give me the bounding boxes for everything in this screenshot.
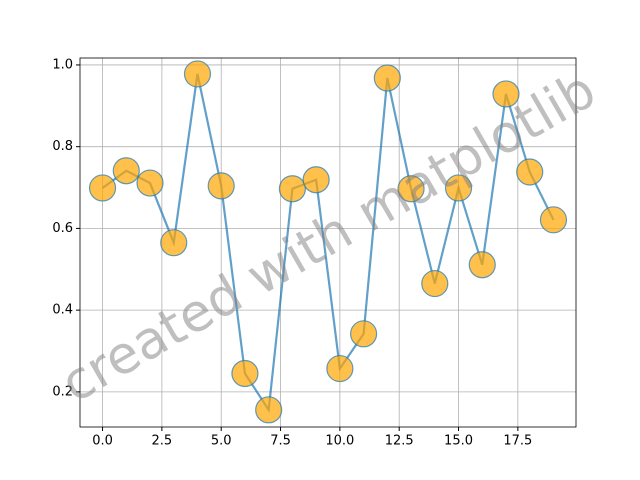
y-tick-label: 0.6 [52, 221, 73, 236]
y-tick-label: 0.2 [52, 384, 73, 399]
point-marker [539, 206, 568, 234]
x-tick-label: 17.5 [503, 434, 532, 449]
axes-frame [79, 57, 577, 428]
x-tick-label: 12.5 [385, 434, 414, 449]
point-marker [255, 396, 283, 424]
tick-layer: 0.0 2.5 5.0 7.5 10.0 12.5 15.0 17.5 0.2 0.4 0.6 0.8… [52, 57, 532, 448]
point-marker [183, 60, 212, 88]
y-tick-label: 1.0 [52, 57, 73, 72]
point-marker [516, 158, 544, 186]
x-tick-label: 15.0 [444, 434, 473, 449]
point-marker [397, 175, 425, 203]
x-tick-label: 0.0 [92, 434, 113, 449]
x-tick-label: 10.0 [325, 434, 354, 449]
point-marker [112, 157, 140, 185]
point-marker [349, 320, 378, 348]
x-tick-label: 7.5 [270, 434, 291, 449]
point-marker [492, 80, 520, 108]
point-marker [373, 64, 401, 92]
point-marker [88, 174, 117, 202]
point-marker [160, 229, 188, 257]
x-tick-label: 2.5 [152, 434, 173, 449]
y-tick-label: 0.4 [52, 303, 73, 318]
point-marker [278, 175, 307, 203]
point-marker [136, 169, 164, 197]
plot-layer [88, 60, 568, 424]
x-tick-label: 5.0 [211, 434, 232, 449]
point-marker [468, 251, 496, 279]
point-marker [326, 354, 354, 383]
point-marker [231, 359, 259, 388]
y-tick-label: 0.8 [52, 139, 73, 154]
point-marker [421, 269, 449, 298]
point-marker [444, 174, 473, 202]
point-marker [207, 172, 235, 200]
point-marker [302, 166, 330, 194]
